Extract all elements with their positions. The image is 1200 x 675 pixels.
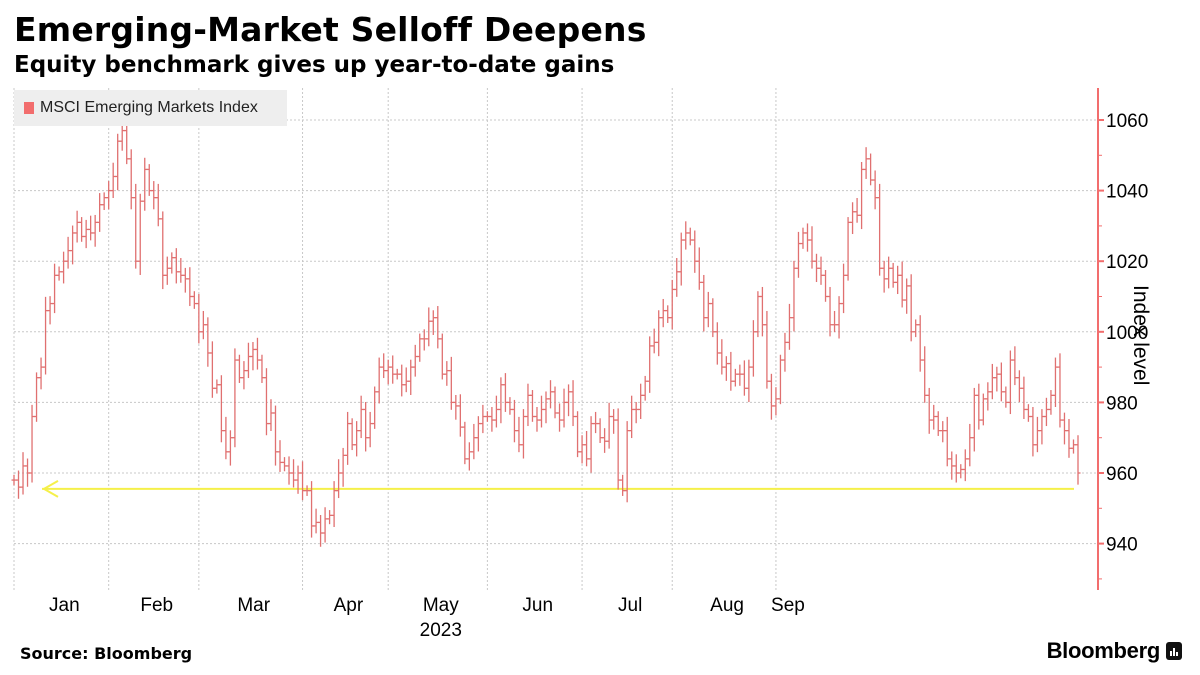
chart-subtitle: Equity benchmark gives up year-to-date g… xyxy=(14,52,615,78)
x-tick-label: Mar xyxy=(237,595,270,616)
x-tick-label: May xyxy=(423,595,459,616)
y-axis: 940 960 980 1000 1020 1040 1060 xyxy=(1097,88,1148,590)
source-note: Source: Bloomberg xyxy=(20,644,193,663)
y-axis-label: Index level xyxy=(1129,285,1152,386)
y-tick-label: 1020 xyxy=(1106,252,1148,273)
gridlines xyxy=(13,88,1098,590)
y-tick-label: 960 xyxy=(1106,464,1138,485)
legend-swatch xyxy=(24,102,34,114)
legend: MSCI Emerging Markets Index xyxy=(14,90,287,126)
price-bars xyxy=(11,118,1081,547)
x-tick-label: Jul xyxy=(618,595,642,616)
y-tick-label: 980 xyxy=(1106,393,1138,414)
x-tick-label: Sep xyxy=(771,595,805,616)
y-tick-label: 940 xyxy=(1106,535,1138,556)
x-tick-label: Feb xyxy=(140,595,173,616)
bloomberg-chart-icon xyxy=(1166,642,1182,660)
x-year-label: 2023 xyxy=(420,620,462,641)
y-tick-label: 1060 xyxy=(1106,111,1148,132)
x-tick-label: Aug xyxy=(710,595,744,616)
x-tick-label: Jan xyxy=(49,595,80,616)
bloomberg-logo: Bloomberg xyxy=(1046,638,1161,663)
x-tick-label: Jun xyxy=(522,595,553,616)
reference-line xyxy=(41,480,1074,498)
reference-arrow-icon xyxy=(41,480,59,498)
x-tick-label: Apr xyxy=(334,595,364,616)
y-tick-label: 1000 xyxy=(1106,323,1148,344)
x-axis: Jan Feb Mar Apr May 2023 Jun Jul Aug Sep xyxy=(49,595,805,641)
chart-title: Emerging-Market Selloff Deepens xyxy=(14,10,647,49)
legend-label: MSCI Emerging Markets Index xyxy=(40,99,258,116)
y-tick-label: 1040 xyxy=(1106,182,1148,203)
